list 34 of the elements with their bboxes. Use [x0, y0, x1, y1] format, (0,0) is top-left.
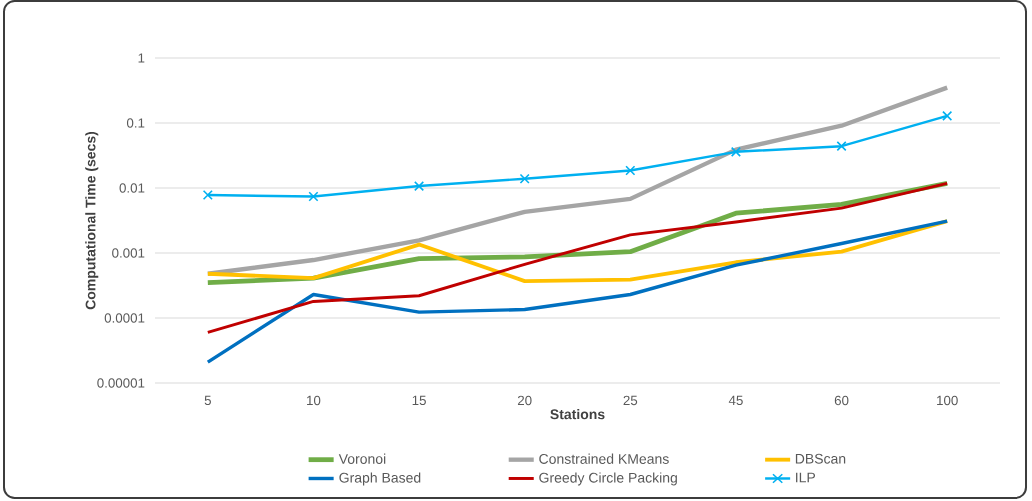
y-tick-label: 0.001 — [112, 248, 145, 258]
point — [942, 110, 953, 121]
point — [519, 173, 530, 184]
line-series — [205, 219, 950, 284]
legend-label: Graph Based — [339, 472, 421, 486]
line-series — [206, 181, 949, 334]
x-tick-label: 20 — [517, 395, 532, 406]
y-tick-label: 1 — [138, 53, 145, 63]
y-tick-label: 0.1 — [126, 118, 145, 128]
legend-label: Voronoi — [338, 453, 386, 464]
y-tick-label: 0.01 — [119, 183, 145, 193]
point — [414, 181, 425, 192]
y-axis-title: Computational Time (secs) — [85, 131, 99, 310]
x-tick-label: 25 — [623, 395, 638, 406]
legend-label: DBScan — [795, 453, 846, 464]
line-series — [205, 85, 950, 276]
y-tick-label: 0.0001 — [104, 313, 145, 323]
point — [730, 146, 741, 157]
legend-label: Greedy Circle Packing — [539, 472, 677, 486]
x-tick-label: 5 — [204, 395, 211, 406]
x-tick-label: 100 — [937, 395, 958, 406]
x-axis-title: Stations — [550, 408, 605, 420]
line-series — [206, 219, 949, 364]
point — [202, 189, 213, 201]
x-tick-label: 10 — [307, 395, 321, 406]
legend-label: Constrained KMeans — [539, 453, 669, 464]
point — [625, 165, 636, 176]
point — [836, 141, 847, 152]
legend-label: ILP — [796, 472, 816, 483]
x-tick-label: 45 — [728, 395, 743, 406]
y-tick-label: 0.00001 — [97, 378, 145, 388]
point — [308, 191, 319, 202]
x-tick-label: 15 — [412, 395, 426, 406]
x-tick-label: 60 — [834, 395, 849, 406]
